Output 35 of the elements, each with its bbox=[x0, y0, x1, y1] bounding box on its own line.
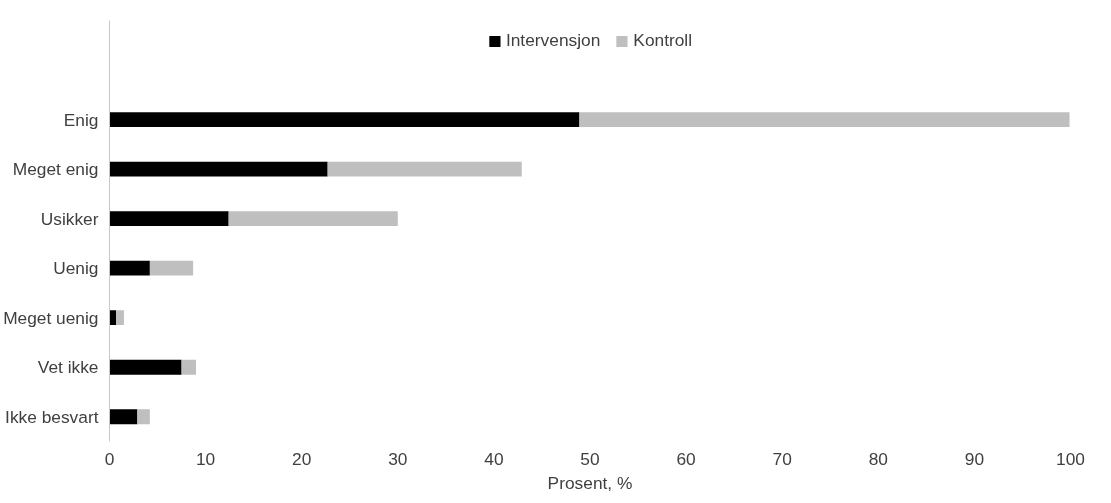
x-tick-label: 100 bbox=[1056, 448, 1085, 469]
y-tick-label: Vet ikke bbox=[37, 357, 99, 378]
x-tick-label: 40 bbox=[484, 448, 504, 469]
bar bbox=[109, 112, 580, 127]
x-tick-label: 50 bbox=[580, 448, 600, 469]
bar bbox=[109, 310, 117, 326]
bar bbox=[149, 260, 194, 276]
y-tick-label: Enig bbox=[63, 109, 99, 130]
x-axis-title: Prosent, % bbox=[547, 472, 633, 493]
bar bbox=[109, 260, 150, 276]
bar bbox=[109, 409, 138, 425]
bar bbox=[181, 359, 196, 375]
bar bbox=[579, 112, 1070, 127]
bar bbox=[109, 359, 182, 375]
x-tick-label: 0 bbox=[104, 448, 115, 469]
y-tick-label: Uenig bbox=[53, 258, 99, 279]
y-tick-label: Meget enig bbox=[12, 159, 99, 180]
x-tick-label: 30 bbox=[388, 448, 408, 469]
bar bbox=[327, 161, 522, 177]
x-tick-label: 10 bbox=[195, 448, 216, 469]
legend-label: Intervensjon bbox=[505, 30, 601, 51]
y-tick-label: Ikke besvart bbox=[5, 406, 99, 427]
x-tick-label: 20 bbox=[292, 448, 312, 469]
x-tick-label: 60 bbox=[676, 448, 696, 469]
bar bbox=[116, 310, 124, 326]
x-tick-label: 80 bbox=[868, 448, 888, 469]
legend-label: Kontroll bbox=[633, 30, 693, 51]
bar bbox=[109, 161, 328, 177]
y-tick-label: Meget uenig bbox=[3, 307, 99, 328]
y-tick-label: Usikker bbox=[40, 208, 99, 229]
bar bbox=[228, 211, 398, 227]
x-tick-label: 70 bbox=[772, 448, 792, 469]
bar bbox=[137, 409, 150, 425]
x-tick-label: 90 bbox=[964, 448, 985, 469]
bar bbox=[109, 211, 229, 227]
